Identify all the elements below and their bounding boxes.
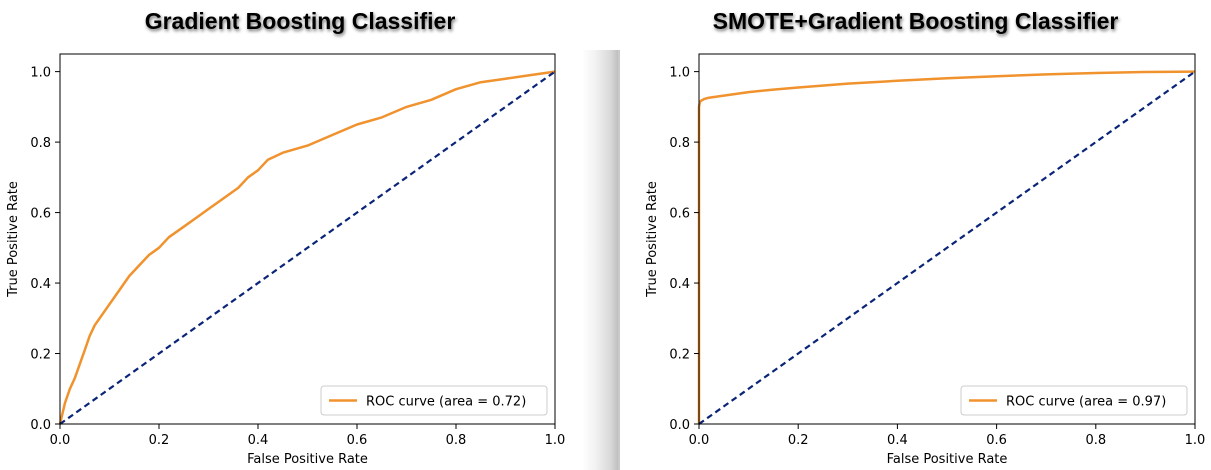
random-classifier-line — [698, 70, 1196, 425]
y-tick-label: 0.2 — [30, 348, 51, 363]
chart-panel-right: SMOTE+Gradient Boosting Classifier 0.0 0.… — [620, 0, 1211, 470]
chart-title: SMOTE+Gradient Boosting Classifier — [712, 8, 1119, 34]
x-tick-label: 0.0 — [689, 433, 710, 448]
random-classifier-line — [59, 70, 556, 425]
legend-label: ROC curve (area = 0.97) — [1006, 395, 1166, 410]
y-tick-label: 0.6 — [30, 207, 51, 222]
x-tick-label: 0.0 — [50, 433, 71, 448]
y-tick-label: 1.0 — [30, 66, 51, 81]
x-tick-label: 0.8 — [446, 433, 467, 448]
panel-divider-edge — [618, 50, 620, 470]
roc-chart-gbc: 0.0 0.2 0.4 0.6 0.8 1.0 0.0 0.2 0.4 0.6 0.8 1.0 Fals… — [6, 53, 566, 467]
x-tick-label: 0.6 — [986, 433, 1007, 448]
roc-curve-line — [697, 70, 1196, 424]
y-tick-label: 0.4 — [30, 277, 51, 292]
y-tick-label: 0.6 — [669, 207, 690, 222]
x-tick-label: 0.6 — [347, 433, 368, 448]
roc-curve-line — [58, 70, 556, 425]
x-tick-label: 0.2 — [149, 433, 170, 448]
x-tick-label: 0.4 — [887, 433, 908, 448]
x-tick-label: 0.4 — [248, 433, 269, 448]
y-axis-label: True Positive Rate — [645, 181, 660, 298]
y-tick-label: 0.4 — [669, 277, 690, 292]
x-tick-label: 1.0 — [545, 433, 566, 448]
x-tick-label: 1.0 — [1185, 433, 1206, 448]
y-axis-label: True Positive Rate — [6, 181, 21, 298]
legend-box — [320, 385, 548, 416]
plot-frame — [59, 53, 556, 425]
y-tick-label: 0.0 — [30, 418, 51, 433]
chart-panel-left: Gradient Boosting Classifier 0.0 0.2 0.4 0.… — [0, 0, 600, 470]
plot-frame — [698, 53, 1196, 425]
y-tick-label: 0.8 — [30, 136, 51, 151]
panel-divider — [582, 50, 620, 470]
legend-label: ROC curve (area = 0.72) — [366, 395, 526, 410]
legend-box — [960, 385, 1188, 416]
x-axis-label: False Positive Rate — [247, 452, 368, 467]
y-tick-label: 0.2 — [669, 348, 690, 363]
x-tick-label: 0.2 — [788, 433, 809, 448]
x-tick-label: 0.8 — [1085, 433, 1106, 448]
chart-title: Gradient Boosting Classifier — [144, 8, 456, 34]
roc-chart-smote-gbc: 0.0 0.2 0.4 0.6 0.8 1.0 0.0 0.2 0.4 0.6 0.8 1.0 Fals… — [645, 53, 1206, 467]
y-tick-label: 1.0 — [669, 66, 690, 81]
y-tick-label: 0.8 — [669, 136, 690, 151]
y-tick-label: 0.0 — [669, 418, 690, 433]
x-axis-label: False Positive Rate — [887, 452, 1008, 467]
